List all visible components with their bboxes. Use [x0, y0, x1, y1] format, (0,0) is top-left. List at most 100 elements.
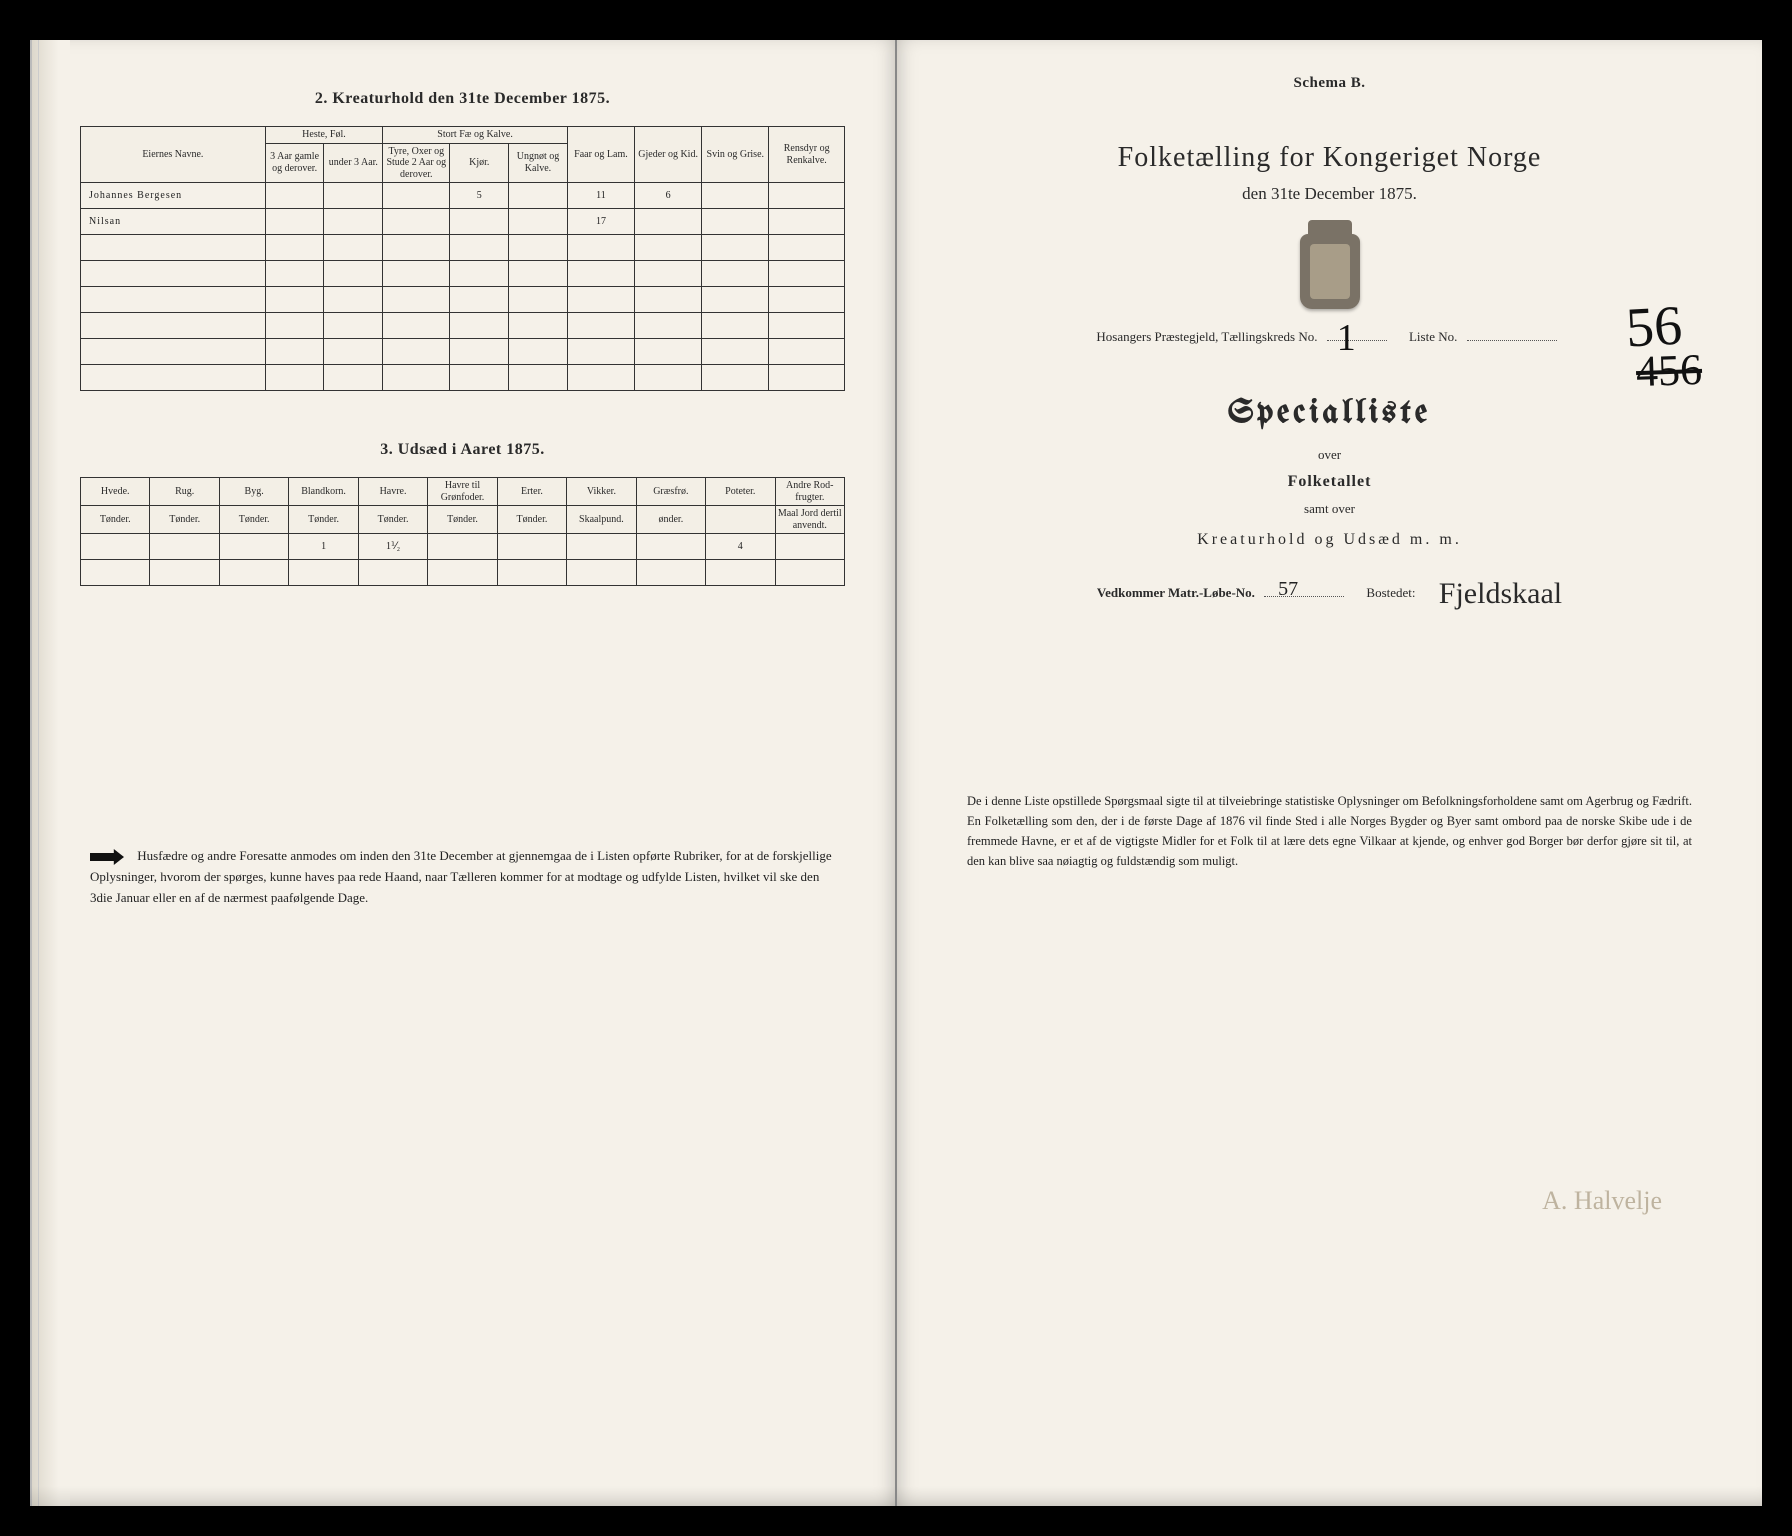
table-cell [450, 287, 509, 313]
table-row: Nilsan 17 [81, 209, 845, 235]
table-cell [324, 365, 383, 391]
table-cell [702, 183, 769, 209]
table-cell [265, 287, 324, 313]
table-cell [635, 235, 702, 261]
table-cell: 17 [567, 209, 634, 235]
table-cell [706, 560, 775, 586]
col-header: Græsfrø. [636, 478, 705, 506]
kreds-fill: 1 [1327, 340, 1387, 341]
table-cell [383, 235, 450, 261]
table-cell: 11 [567, 183, 634, 209]
table-cell [635, 365, 702, 391]
table-cell [567, 313, 634, 339]
table-cell [428, 560, 497, 586]
liste-number-struck: 456 [1635, 344, 1703, 397]
table-row [81, 339, 845, 365]
kreatur-line: Kreaturhold og Udsæd m. m. [947, 531, 1712, 549]
table-cell [81, 560, 150, 586]
col-subheader: ønder. [636, 506, 705, 534]
table-cell [265, 339, 324, 365]
col-header: Blandkorn. [289, 478, 358, 506]
table-cell [450, 261, 509, 287]
col-header: Byg. [219, 478, 288, 506]
table-cell [635, 339, 702, 365]
census-title: Folketælling for Kongeriget Norge [947, 142, 1712, 174]
table-cell [702, 365, 769, 391]
col-header: Havre. [358, 478, 427, 506]
table-cell: 5 [450, 183, 509, 209]
table-row [81, 313, 845, 339]
table-cell [219, 560, 288, 586]
matr-fill: 57 [1264, 596, 1344, 597]
table-row [81, 365, 845, 391]
table-cell [769, 365, 845, 391]
section3-title: 3. Udsæd i Aaret 1875. [80, 441, 845, 459]
col-subheader: Tønder. [358, 506, 427, 534]
over-2: samt over [947, 501, 1712, 517]
table-cell: 4 [706, 534, 775, 560]
left-footnote-text: Husfædre og andre Foresatte anmodes om i… [90, 848, 832, 905]
table-cell [769, 183, 845, 209]
table-cell [769, 287, 845, 313]
udsaed-table: Hvede.Rug.Byg.Blandkorn.Havre.Havre til … [80, 477, 845, 586]
col-header: Rug. [150, 478, 219, 506]
col-header: Poteter. [706, 478, 775, 506]
table-cell [324, 209, 383, 235]
table-row [81, 261, 845, 287]
table-cell [509, 183, 568, 209]
table-cell [383, 339, 450, 365]
table-cell [509, 235, 568, 261]
table-cell [324, 287, 383, 313]
col-horse-group: Heste, Føl. [265, 127, 383, 144]
table-cell [383, 287, 450, 313]
table-cell [324, 313, 383, 339]
signature: A. Halvelje [1542, 1186, 1662, 1216]
col-header: Vikker. [567, 478, 636, 506]
table-cell [509, 339, 568, 365]
col-name: Eiernes Navne. [81, 127, 266, 183]
pointing-hand-icon [90, 847, 124, 867]
kreds-number: 1 [1337, 316, 1356, 360]
table-cell [636, 534, 705, 560]
col-header: Havre til Grønfoder. [428, 478, 497, 506]
matr-label: Vedkommer Matr.-Løbe-No. [1097, 585, 1255, 600]
table-cell [635, 287, 702, 313]
table-cell [81, 287, 266, 313]
table-cell [150, 534, 219, 560]
col-header: Hvede. [81, 478, 150, 506]
matr-value: 57 [1278, 578, 1298, 601]
table-cell: Nilsan [81, 209, 266, 235]
open-book: 2. Kreaturhold den 31te December 1875. E… [30, 40, 1762, 1506]
table-cell [567, 287, 634, 313]
left-footnote: Husfædre og andre Foresatte anmodes om i… [80, 846, 845, 909]
col-cattle-a: Tyre, Oxer og Stude 2 Aar og derover. [383, 143, 450, 183]
col-pig: Svin og Grise. [702, 127, 769, 183]
table-cell [265, 365, 324, 391]
col-subheader [706, 506, 775, 534]
table-cell [769, 209, 845, 235]
table-cell [509, 261, 568, 287]
table-cell [81, 365, 266, 391]
table-cell [769, 235, 845, 261]
col-subheader: Skaalpund. [567, 506, 636, 534]
coat-of-arms-icon [1300, 234, 1360, 309]
table-cell [567, 365, 634, 391]
col-subheader: Tønder. [81, 506, 150, 534]
table-cell [219, 534, 288, 560]
table-cell [702, 287, 769, 313]
table-cell [635, 209, 702, 235]
table-cell [289, 560, 358, 586]
table-cell [635, 261, 702, 287]
table-cell [81, 235, 266, 261]
table-cell [383, 209, 450, 235]
census-subtitle: den 31te December 1875. [947, 184, 1712, 204]
col-goat: Gjeder og Kid. [635, 127, 702, 183]
col-subheader: Tønder. [428, 506, 497, 534]
table-cell [450, 209, 509, 235]
col-horse-a: 3 Aar gamle og derover. [265, 143, 324, 183]
right-page: Schema B. Folketælling for Kongeriget No… [897, 40, 1762, 1506]
table-cell [702, 235, 769, 261]
table-cell [567, 261, 634, 287]
col-subheader: Maal Jord dertil anvendt. [775, 506, 844, 534]
table-row [81, 287, 845, 313]
